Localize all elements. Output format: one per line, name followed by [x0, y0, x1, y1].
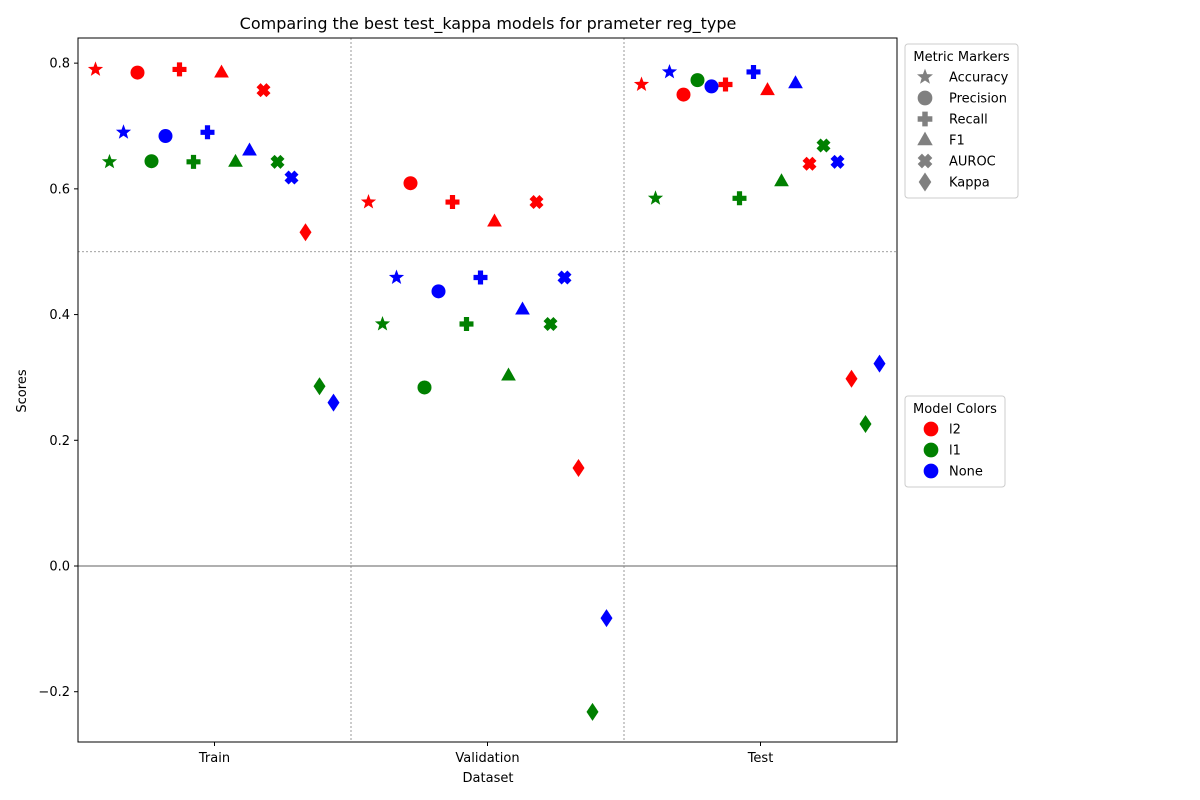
- legend-marker-l2: [923, 421, 939, 437]
- data-point-l1-validation-recall: [459, 317, 474, 331]
- data-point-l2-train-kappa: [299, 223, 312, 242]
- data-point-none-test-kappa: [873, 354, 886, 373]
- data-point-l1-test-f1: [774, 173, 789, 187]
- legend-marker-kappa: [918, 172, 932, 192]
- data-point-none-train-accuracy: [115, 124, 132, 139]
- data-point-l2-train-auroc: [256, 83, 271, 98]
- legend-label: l1: [949, 444, 961, 459]
- data-point-none-test-precision: [704, 79, 719, 94]
- data-point-l2-validation-precision: [403, 176, 418, 191]
- legend-label: l2: [949, 423, 961, 438]
- data-point-l2-validation-f1: [487, 213, 502, 227]
- data-point-none-validation-recall: [473, 270, 488, 285]
- data-point-none-validation-kappa: [600, 609, 613, 628]
- data-point-l2-validation-recall: [445, 195, 460, 210]
- data-point-none-test-accuracy: [661, 63, 678, 79]
- legend-marker-f1: [917, 131, 933, 146]
- data-point-l1-test-auroc: [816, 138, 831, 153]
- legend-marker-auroc: [917, 153, 933, 169]
- legend-label: Kappa: [949, 176, 990, 191]
- legend-label: Precision: [949, 92, 1007, 107]
- y-tick-label: 0.0: [49, 560, 70, 575]
- y-tick-label: −0.2: [38, 685, 70, 700]
- legend-label: None: [949, 465, 983, 480]
- data-point-l1-validation-kappa: [586, 702, 599, 721]
- data-point-none-validation-accuracy: [388, 269, 405, 284]
- data-point-l1-test-accuracy: [647, 190, 664, 205]
- data-point-l2-test-recall: [718, 77, 733, 92]
- legend-title: Metric Markers: [913, 50, 1009, 65]
- data-point-none-train-f1: [242, 142, 257, 156]
- data-point-none-train-recall: [200, 125, 215, 140]
- data-point-l1-validation-f1: [501, 367, 516, 381]
- data-point-l1-train-kappa: [313, 377, 326, 396]
- legend-marker-none: [923, 463, 939, 479]
- data-point-l2-test-auroc: [802, 156, 817, 171]
- data-point-none-test-auroc: [830, 154, 845, 169]
- data-point-l2-test-precision: [676, 87, 691, 102]
- data-point-l2-test-kappa: [845, 369, 858, 388]
- data-points: [87, 61, 886, 721]
- legend-marker-recall: [917, 111, 933, 127]
- legend-title: Model Colors: [913, 402, 997, 417]
- data-point-l1-test-precision: [690, 73, 705, 88]
- data-point-l1-train-precision: [144, 154, 159, 169]
- data-point-l2-test-f1: [760, 82, 775, 96]
- y-tick-label: 0.8: [49, 57, 70, 72]
- data-point-l1-train-f1: [228, 153, 243, 167]
- legend-label: Recall: [949, 113, 988, 128]
- data-point-l2-train-recall: [172, 62, 187, 77]
- legend-marker-precision: [917, 90, 933, 106]
- chart-title: Comparing the best test_kappa models for…: [240, 14, 737, 34]
- x-tick-label: Validation: [455, 751, 519, 766]
- data-point-l2-train-precision: [130, 65, 145, 80]
- y-tick-label: 0.4: [49, 308, 70, 323]
- legend-label: F1: [949, 134, 965, 149]
- data-point-l2-validation-accuracy: [360, 194, 377, 209]
- y-tick-label: 0.6: [49, 182, 70, 197]
- legend-box: [904, 43, 1019, 199]
- data-point-l1-train-accuracy: [101, 153, 118, 169]
- data-point-l1-validation-accuracy: [374, 316, 391, 331]
- data-point-none-validation-precision: [431, 284, 446, 299]
- data-point-l1-validation-auroc: [543, 317, 558, 331]
- data-point-l1-test-kappa: [859, 414, 872, 433]
- data-point-none-test-f1: [788, 75, 803, 89]
- data-point-l2-test-accuracy: [633, 76, 650, 91]
- data-point-none-train-auroc: [284, 170, 299, 185]
- data-point-none-test-recall: [746, 64, 761, 79]
- legend-model-colors: Model Colors l2 l1 None: [904, 395, 1006, 488]
- data-point-none-train-kappa: [327, 393, 340, 412]
- data-point-none-train-precision: [158, 129, 173, 144]
- y-tick-label: 0.2: [49, 434, 70, 449]
- data-point-l1-train-recall: [186, 154, 201, 169]
- legend-metric-markers: Metric Markers Accuracy Precision Recall F1 A…: [904, 43, 1019, 199]
- data-point-l1-train-auroc: [270, 154, 285, 169]
- data-point-l2-validation-kappa: [572, 458, 585, 477]
- x-tick-label: Test: [747, 751, 774, 766]
- x-tick-label: Train: [198, 751, 230, 766]
- data-point-none-validation-f1: [515, 301, 530, 315]
- legend-label: Accuracy: [949, 71, 1009, 86]
- data-point-l2-train-accuracy: [87, 61, 104, 76]
- x-axis-label: Dataset: [463, 771, 514, 786]
- legend-marker-l1: [923, 442, 939, 458]
- data-point-l1-validation-precision: [417, 380, 432, 395]
- data-point-l1-test-recall: [732, 191, 747, 206]
- data-point-none-validation-auroc: [557, 270, 572, 285]
- plot-area: [78, 38, 897, 742]
- y-axis-label: Scores: [15, 369, 30, 412]
- axes: −0.2 0.0 0.2 0.4 0.6 0.8 Train Validation Test: [38, 37, 898, 766]
- plot-background: [78, 38, 897, 742]
- data-point-l2-train-f1: [214, 64, 229, 78]
- legend-marker-accuracy: [917, 68, 933, 84]
- legend-label: AUROC: [949, 155, 996, 170]
- data-point-l2-validation-auroc: [529, 195, 544, 210]
